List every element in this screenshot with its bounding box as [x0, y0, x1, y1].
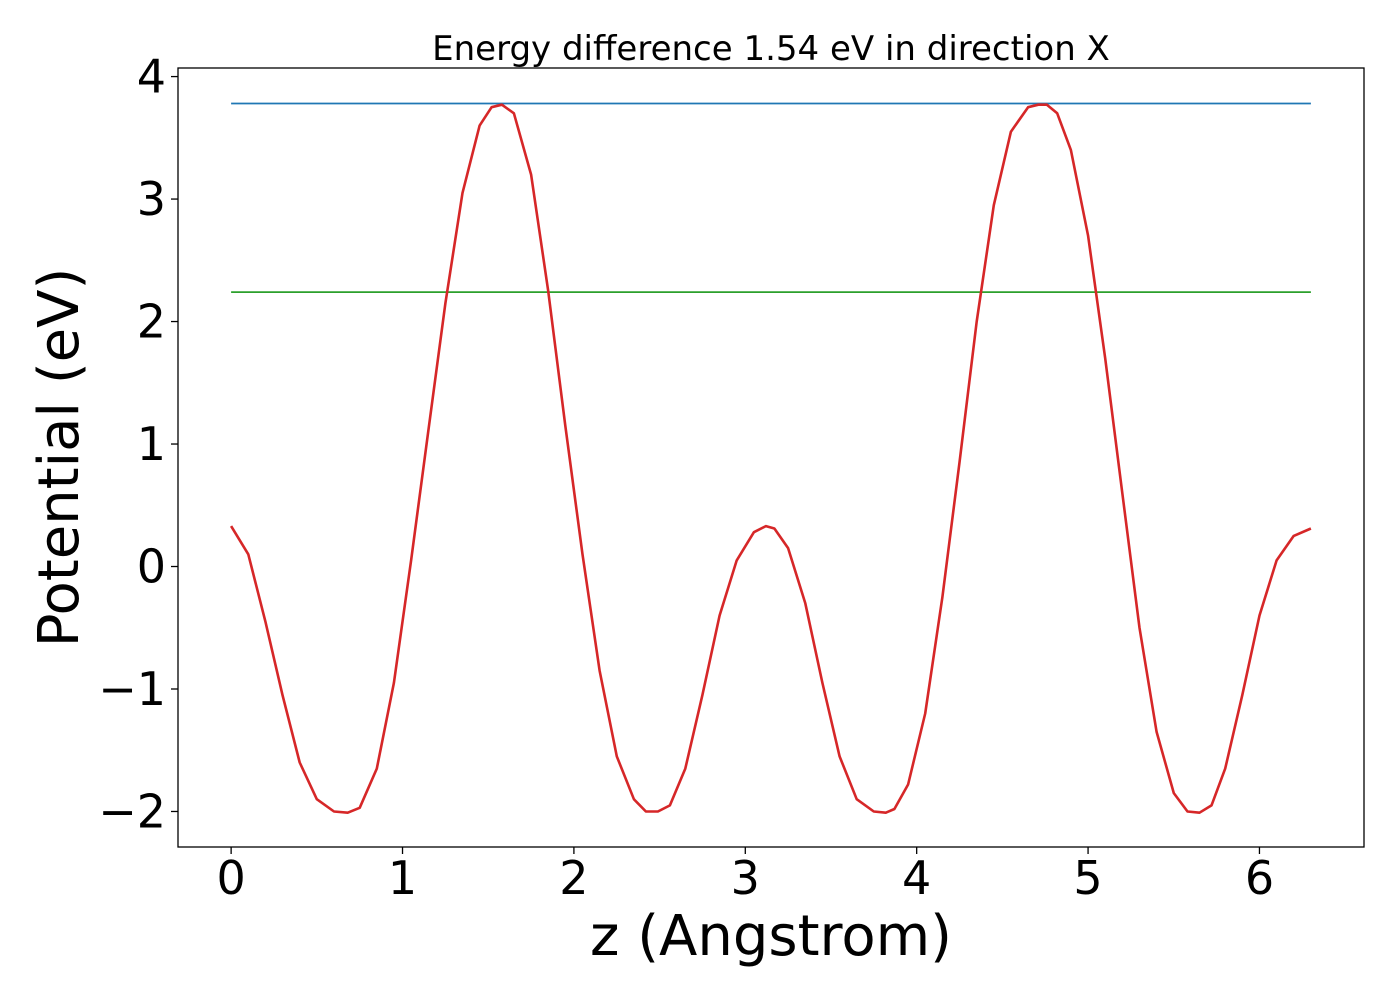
y-axis-label: Potential (eV) — [27, 268, 92, 648]
x-axis-label: z (Angstrom) — [590, 904, 952, 969]
x-tick-label: 3 — [731, 851, 760, 905]
x-tick-label: 4 — [902, 851, 931, 905]
x-axis-ticks: 0 1 2 3 4 5 6 — [216, 847, 1274, 905]
x-tick-label: 0 — [216, 851, 245, 905]
x-tick-label: 6 — [1245, 851, 1274, 905]
y-tick-label: 1 — [137, 417, 166, 471]
plot-frame — [177, 67, 1365, 848]
chart-title: Energy difference 1.54 eV in direction X — [432, 29, 1110, 69]
y-tick-label: −2 — [98, 784, 166, 838]
y-tick-label: 0 — [137, 540, 166, 594]
y-tick-label: −1 — [98, 662, 166, 716]
y-axis-ticks: −2 −1 0 1 2 3 4 — [98, 50, 178, 838]
x-tick-label: 1 — [388, 851, 417, 905]
x-tick-label: 5 — [1073, 851, 1102, 905]
series-line-2 — [229, 103, 1312, 815]
plot-lines — [229, 102, 1312, 815]
y-tick-label: 3 — [137, 172, 166, 226]
y-tick-label: 2 — [137, 295, 166, 349]
x-tick-label: 2 — [559, 851, 588, 905]
y-tick-label: 4 — [137, 50, 166, 104]
